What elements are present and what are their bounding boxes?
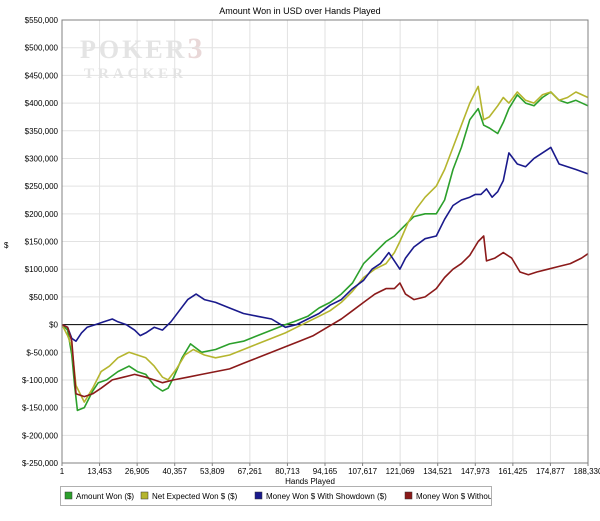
- x-tick-label: 188,330: [574, 467, 600, 476]
- y-tick-label: $-150,000: [22, 404, 59, 413]
- x-tick-label: 147,973: [461, 467, 490, 476]
- y-tick-label: $100,000: [25, 265, 59, 274]
- x-tick-label: 174,877: [536, 467, 565, 476]
- y-tick-label: $-100,000: [22, 376, 59, 385]
- y-tick-label: $200,000: [25, 210, 59, 219]
- series-line-1: [61, 91, 589, 412]
- y-tick-label: $-50,000: [26, 348, 58, 357]
- x-tick-label: 80,713: [275, 467, 300, 476]
- y-tick-label: $400,000: [25, 99, 59, 108]
- series-line-2: [61, 85, 589, 403]
- y-tick-label: $150,000: [25, 238, 59, 247]
- y-tick-label: $350,000: [25, 127, 59, 136]
- y-tick-label: $450,000: [25, 71, 59, 80]
- y-axis-label: $: [4, 241, 9, 250]
- y-tick-label: $250,000: [25, 182, 59, 191]
- y-tick-label: $-200,000: [22, 431, 59, 440]
- x-tick-label: 134,521: [423, 467, 452, 476]
- chart-title: Amount Won in USD over Hands Played: [219, 6, 380, 16]
- x-tick-label: 107,617: [348, 467, 377, 476]
- watermark-text: TRACKER: [84, 66, 187, 82]
- x-tick-label: 94,165: [313, 467, 338, 476]
- x-tick-label: 121,069: [386, 467, 415, 476]
- series-line-3: [61, 146, 589, 342]
- y-tick-label: $500,000: [25, 44, 59, 53]
- legend-label: Money Won $ With Showdown ($): [266, 492, 387, 501]
- y-tick-label: $0: [49, 321, 58, 330]
- watermark-suffix: 3: [187, 32, 205, 65]
- x-tick-label: 53,809: [200, 467, 225, 476]
- x-tick-label: 26,905: [125, 467, 150, 476]
- x-tick-label: 1: [60, 467, 65, 476]
- legend-swatch: [64, 491, 73, 500]
- legend-swatch: [404, 491, 413, 500]
- y-tick-label: $550,000: [25, 16, 59, 25]
- x-tick-label: 40,357: [162, 467, 187, 476]
- y-tick-label: $300,000: [25, 154, 59, 163]
- legend: Amount Won ($) Net Expected Won $ ($) Mone…: [60, 486, 548, 506]
- legend-label: Money Won $ Without Showdown ($): [416, 492, 491, 501]
- x-tick-label: 13,453: [87, 467, 112, 476]
- x-tick-label: 161,425: [498, 467, 527, 476]
- x-tick-label: 67,261: [238, 467, 263, 476]
- y-tick-label: $50,000: [29, 293, 58, 302]
- series-line-4: [61, 235, 589, 398]
- legend-swatch: [140, 491, 149, 500]
- x-axis-label: Hands Played: [285, 477, 335, 486]
- watermark-text: POKER3: [80, 32, 205, 65]
- y-tick-label: $-250,000: [22, 459, 59, 468]
- legend-label: Amount Won ($): [76, 492, 134, 501]
- legend-label: Net Expected Won $ ($): [152, 492, 238, 501]
- legend-swatch: [254, 491, 263, 500]
